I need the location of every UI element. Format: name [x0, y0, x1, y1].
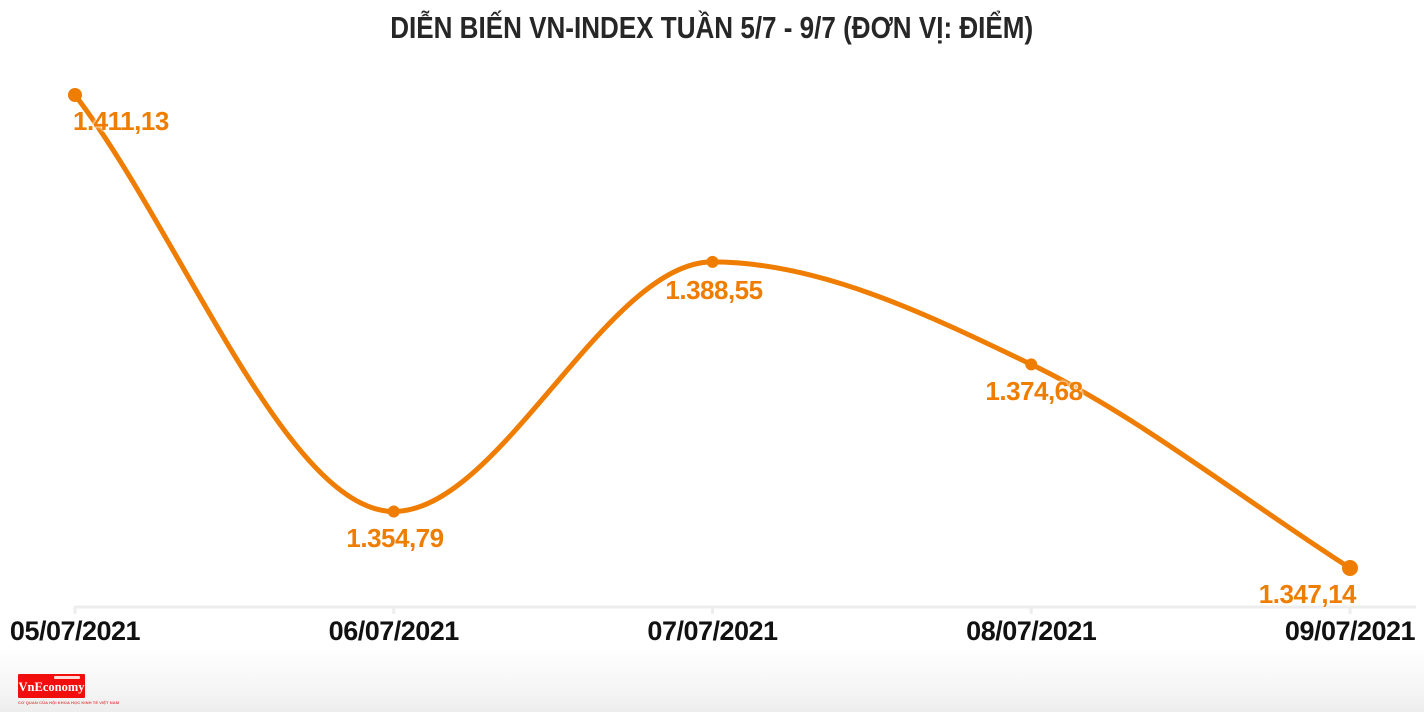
x-axis-label: 09/07/2021 [1284, 616, 1416, 646]
logo-slogan-mark [54, 676, 80, 679]
vneconomy-logo: VnEconomy CƠ QUAN CỦA HỘI KHOA HỌC KINH … [18, 674, 120, 705]
x-axis-label: 08/07/2021 [966, 616, 1097, 646]
x-axis-label: 05/07/2021 [9, 616, 141, 646]
x-axis [73, 605, 1416, 614]
point-value-label: 1.347,14 [1258, 579, 1357, 609]
point-value-label: 1.354,79 [346, 523, 444, 553]
data-point-marker [68, 88, 82, 102]
data-point-marker [1342, 560, 1358, 576]
data-point-marker [1025, 358, 1038, 371]
x-axis-label: 06/07/2021 [328, 616, 460, 646]
vneconomy-logo-text: VnEconomy [18, 680, 85, 694]
vn-index-series-line [72, 92, 1353, 571]
x-axis-label: 07/07/2021 [647, 616, 778, 646]
vneconomy-logo-box: VnEconomy [18, 674, 85, 698]
data-point-marker [706, 255, 719, 268]
data-point-marker [387, 505, 400, 518]
point-value-label: 1.388,55 [665, 275, 763, 305]
point-value-label: 1.374,68 [985, 376, 1083, 406]
data-point-markers [68, 88, 1358, 576]
point-value-label: 1.411,13 [73, 106, 169, 136]
vneconomy-logo-tagline: CƠ QUAN CỦA HỘI KHOA HỌC KINH TẾ VIỆT NA… [18, 699, 120, 705]
